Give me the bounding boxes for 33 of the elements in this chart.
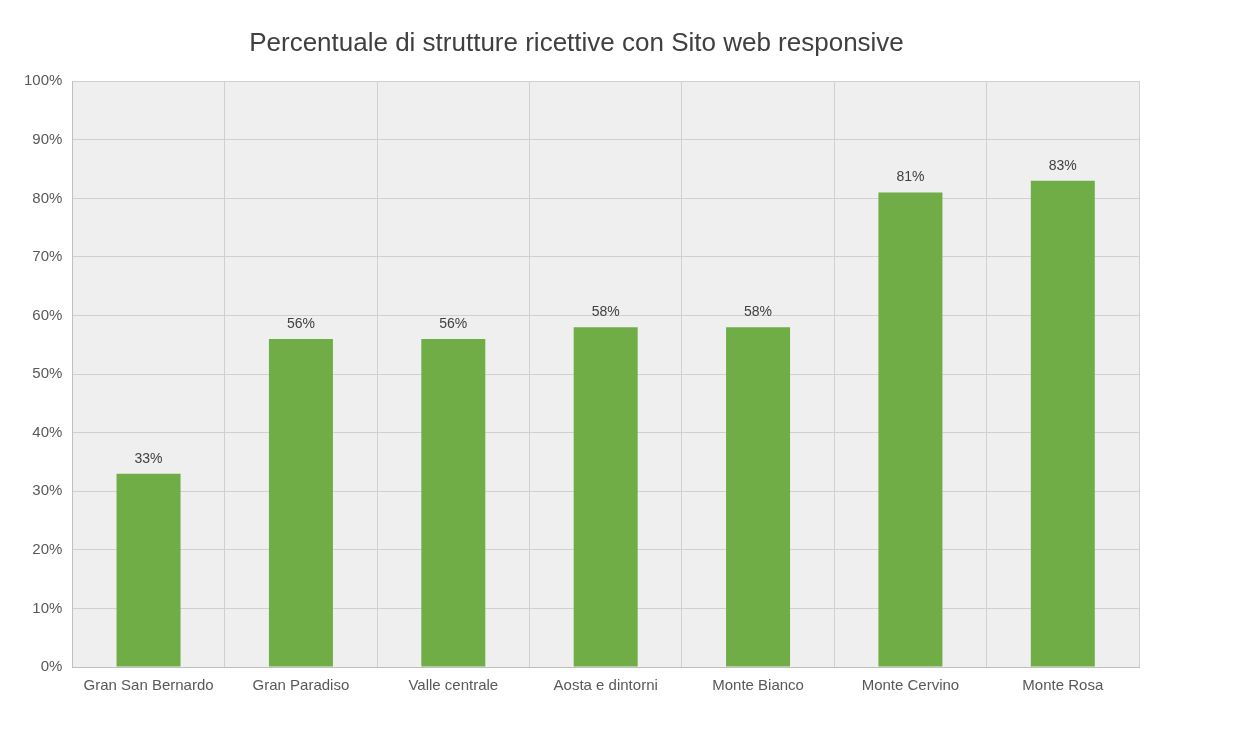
x-tick-label: Monte Rosa (1022, 676, 1104, 694)
data-label: 58% (591, 303, 620, 320)
bar (878, 192, 943, 667)
x-tick-label: Gran San Bernardo (83, 676, 214, 694)
y-tick-label: 60% (32, 305, 63, 323)
y-tick-label: 80% (32, 188, 63, 206)
bar (573, 327, 638, 667)
y-tick-label: 50% (32, 364, 63, 382)
bar (421, 338, 486, 667)
x-tick-label: Valle centrale (408, 676, 499, 694)
x-tick-label: Aosta e dintorni (553, 676, 658, 694)
y-tick-label: 40% (32, 422, 63, 440)
bar (1030, 180, 1095, 667)
y-tick-label: 70% (32, 247, 63, 265)
y-tick-label: 20% (32, 539, 63, 557)
y-tick-label: 0% (40, 657, 63, 675)
y-tick-label: 100% (23, 71, 63, 89)
x-tick-label: Gran Paradiso (252, 676, 350, 694)
data-label: 56% (286, 314, 315, 331)
data-label: 58% (744, 303, 773, 320)
data-label: 56% (439, 314, 468, 331)
data-label: 81% (896, 168, 925, 185)
y-tick-label: 90% (32, 129, 63, 147)
bar (726, 327, 791, 667)
chart-title: Percentuale di strutture ricettive con Sito web responsive (249, 26, 904, 57)
x-tick-label: Monte Cervino (861, 676, 960, 694)
y-tick-label: 10% (32, 598, 63, 616)
bar (116, 473, 181, 667)
bar (268, 338, 333, 667)
data-label: 33% (134, 449, 163, 466)
x-tick-label: Monte Bianco (712, 676, 804, 694)
data-label: 83% (1048, 156, 1077, 173)
y-tick-label: 30% (32, 481, 63, 499)
